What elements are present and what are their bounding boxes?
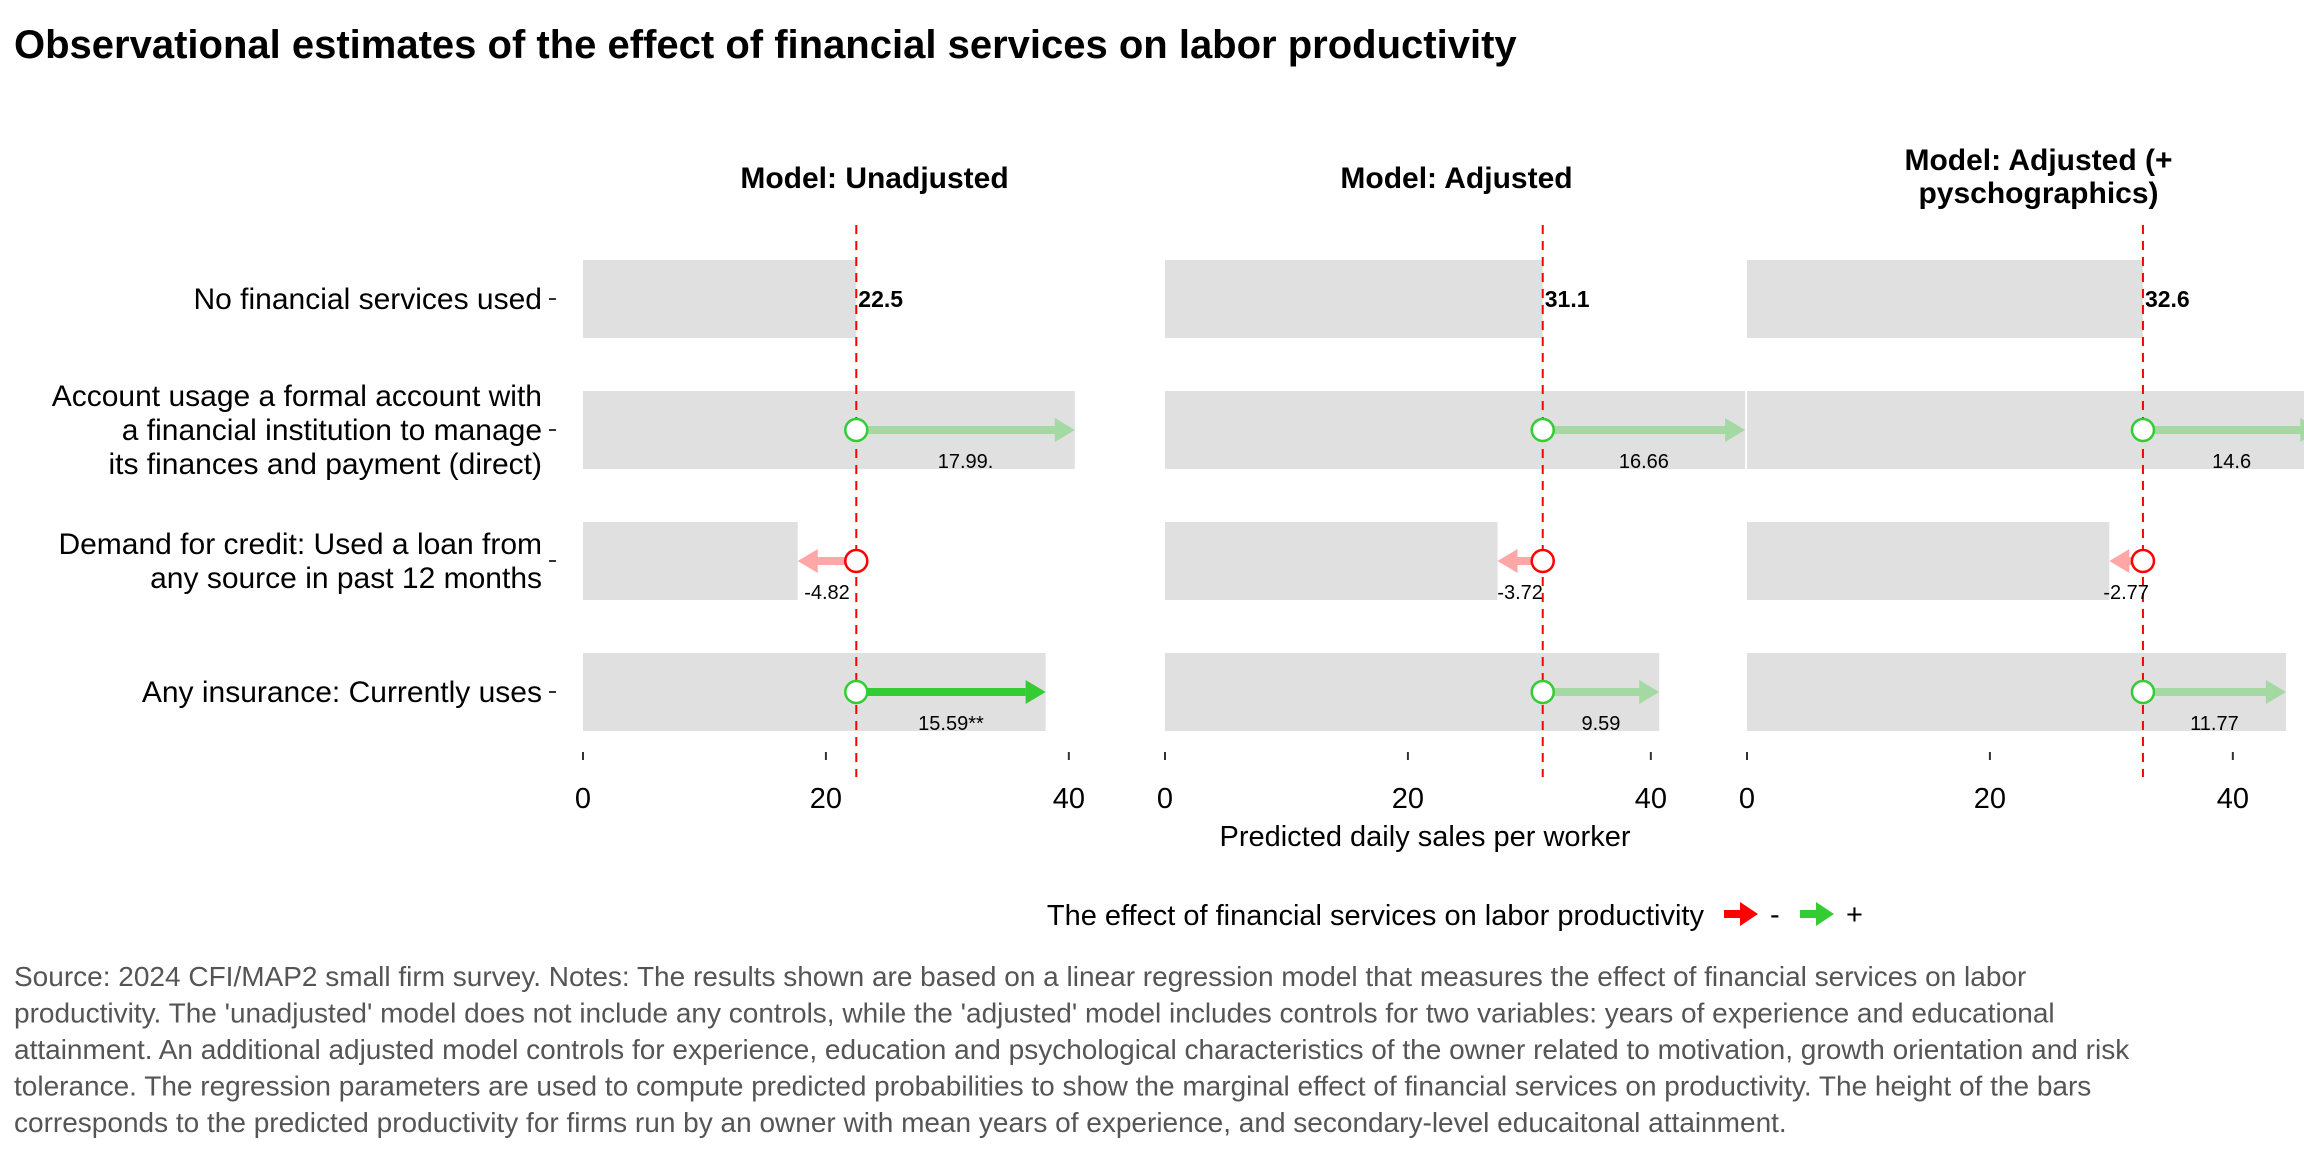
category-label: any source in past 12 months <box>150 562 542 595</box>
caption-line: tolerance. The regression parameters are… <box>14 1071 2091 1102</box>
effect-arrow-head <box>1639 680 1660 704</box>
x-tick-label: 20 <box>1974 783 2006 815</box>
category-label: No financial services used <box>193 283 542 316</box>
effect-arrow-head <box>1497 549 1518 573</box>
category-labels: No financial services used Account usage … <box>52 283 556 709</box>
effect-arrow-head <box>2109 549 2130 573</box>
x-tick-label: 40 <box>2217 783 2249 815</box>
legend-title: The effect of financial services on labo… <box>1047 900 1705 932</box>
category-label: Any insurance: Currently uses <box>142 676 542 709</box>
effect-origin-point <box>844 548 869 574</box>
panels-layer: Model: Unadjusted 22.5 17.99. -4.82 15.59** 0… <box>575 144 2304 815</box>
effect-origin-point <box>1530 679 1555 705</box>
effect-value-label: 9.59 <box>1582 713 1621 735</box>
category-label: Demand for credit: Used a loan from <box>58 528 542 561</box>
effect-value-label: 15.59** <box>918 713 984 735</box>
panel-title: pyschographics) <box>1918 177 2158 210</box>
effect-arrow-head <box>1025 680 1046 704</box>
effect-origin-point <box>1530 548 1555 574</box>
panel-title: Model: Unadjusted <box>740 162 1008 195</box>
legend-item-label: - <box>1770 899 1780 931</box>
effect-arrow-head <box>2300 418 2304 442</box>
caption-line: Source: 2024 CFI/MAP2 small firm survey.… <box>14 961 2026 992</box>
effect-origin-point <box>2130 417 2156 443</box>
effect-origin-point <box>1530 417 1555 443</box>
x-tick-label: 20 <box>1392 783 1424 815</box>
category-label: a financial institution to manage <box>122 414 542 447</box>
effect-arrow-head <box>1725 418 1746 442</box>
x-tick-label: 0 <box>1157 783 1173 815</box>
effect-value-label: 16.66 <box>1619 451 1669 473</box>
caption-line: productivity. The 'unadjusted' model doe… <box>14 998 2055 1029</box>
effect-origin-point <box>2130 548 2156 574</box>
effect-value-label: 11.77 <box>2190 713 2239 735</box>
bar <box>1747 260 2143 338</box>
x-tick-label: 0 <box>1739 783 1755 815</box>
x-tick-label: 40 <box>1053 783 1085 815</box>
legend-arrow-head <box>1816 902 1834 926</box>
bar <box>1747 653 2286 731</box>
effect-arrow-head <box>2265 680 2286 704</box>
effect-value-label: -4.82 <box>804 582 850 604</box>
bar <box>1747 522 2110 600</box>
legend: The effect of financial services on labo… <box>1047 899 1863 932</box>
legend-arrow-head <box>1740 902 1758 926</box>
category-label: Account usage a formal account with <box>52 380 542 413</box>
effect-value-label: -3.72 <box>1497 582 1543 604</box>
panel-3: Model: Adjusted (+pyschographics) 32.6 14.… <box>1739 144 2304 815</box>
bar <box>1165 522 1498 600</box>
chart-title: Observational estimates of the effect of… <box>14 23 1517 67</box>
baseline-value-label: 31.1 <box>1545 286 1590 312</box>
effect-arrow-head <box>797 549 818 573</box>
effect-value-label: -2.77 <box>2103 582 2149 604</box>
category-label: its finances and payment (direct) <box>108 448 542 481</box>
effect-origin-point <box>844 417 869 443</box>
panel-2: Model: Adjusted 31.1 16.66 -3.72 9.59 0 20 40 <box>1157 162 1746 815</box>
effect-origin-point <box>844 679 869 705</box>
caption-line: attainment. An additional adjusted model… <box>14 1034 2130 1065</box>
bar <box>1747 391 2304 469</box>
effect-value-label: 14.6 <box>2212 451 2251 473</box>
bar <box>583 522 798 600</box>
effect-value-label: 17.99. <box>938 451 994 473</box>
panel-title: Model: Adjusted <box>1340 162 1572 195</box>
bar <box>1165 260 1543 338</box>
baseline-value-label: 22.5 <box>858 286 903 312</box>
x-axis-title: Predicted daily sales per worker <box>1219 821 1630 853</box>
caption: Source: 2024 CFI/MAP2 small firm survey.… <box>14 961 2130 1138</box>
baseline-value-label: 32.6 <box>2145 286 2190 312</box>
x-tick-label: 40 <box>1635 783 1667 815</box>
bar <box>583 260 857 338</box>
panel-1: Model: Unadjusted 22.5 17.99. -4.82 15.59** 0… <box>575 162 1085 815</box>
x-tick-label: 20 <box>810 783 842 815</box>
effect-origin-point <box>2130 679 2156 705</box>
effect-arrow-head <box>1054 418 1075 442</box>
x-tick-label: 0 <box>575 783 591 815</box>
legend-item-label: + <box>1846 899 1863 931</box>
bar <box>1165 653 1660 731</box>
bar <box>583 391 1075 469</box>
caption-line: corresponds to the predicted productivit… <box>14 1107 1787 1138</box>
panel-title: Model: Adjusted (+ <box>1904 144 2172 177</box>
bar <box>1165 391 1746 469</box>
